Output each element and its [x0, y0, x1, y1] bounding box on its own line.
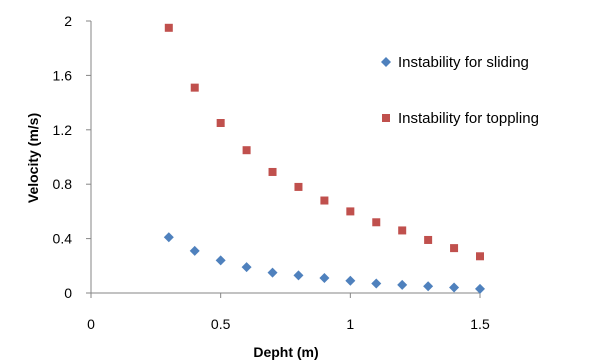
sliding-data-point — [319, 273, 330, 284]
x-tick-label: 0 — [87, 316, 95, 332]
legend: Instability for sliding Instability for t… — [381, 54, 539, 127]
legend-diamond-marker — [381, 57, 391, 67]
toppling-data-point — [320, 196, 329, 205]
toppling-data-point — [346, 207, 355, 216]
sliding-data-point — [371, 278, 382, 289]
toppling-data-point — [294, 182, 303, 191]
toppling-data-point — [268, 167, 277, 176]
legend-label: Instability for sliding — [398, 54, 529, 71]
y-axis-title: Velocity (m/s) — [25, 113, 41, 203]
series-toppling — [164, 23, 484, 261]
toppling-data-point — [424, 235, 433, 244]
y-tick-label: 1.2 — [53, 122, 73, 138]
sliding-data-point — [423, 281, 434, 292]
toppling-data-point — [476, 252, 484, 261]
y-tick-label: 0.8 — [53, 176, 73, 192]
legend-square-marker — [382, 114, 390, 122]
sliding-data-point — [215, 255, 226, 266]
x-axis-title: Depht (m) — [253, 344, 318, 360]
series-sliding — [163, 232, 485, 294]
x-tick-label: 1 — [346, 316, 354, 332]
chart-axes — [90, 21, 480, 294]
x-tick-label: 1.5 — [470, 316, 490, 332]
sliding-data-point — [293, 270, 304, 281]
x-axis-ticks: 0 0.5 1 1.5 — [87, 293, 490, 332]
x-tick-label: 0.5 — [211, 316, 231, 332]
sliding-data-point — [163, 232, 174, 243]
toppling-data-point — [398, 226, 407, 235]
sliding-data-point — [475, 283, 485, 294]
data-points — [163, 23, 485, 294]
toppling-data-point — [372, 218, 381, 227]
toppling-data-point — [190, 83, 199, 92]
y-tick-label: 0 — [64, 285, 72, 301]
sliding-data-point — [397, 279, 408, 290]
toppling-data-point — [450, 244, 459, 253]
legend-label: Instability for toppling — [398, 110, 539, 127]
y-axis-ticks: 0 0.4 0.8 1.2 1.6 2 — [53, 13, 91, 301]
sliding-data-point — [267, 267, 278, 278]
toppling-data-point — [242, 146, 251, 155]
sliding-data-point — [345, 275, 356, 286]
y-tick-label: 2 — [64, 13, 72, 29]
sliding-data-point — [241, 262, 252, 273]
toppling-data-point — [216, 119, 225, 127]
y-tick-label: 1.6 — [53, 67, 73, 83]
toppling-data-point — [164, 23, 173, 32]
sliding-data-point — [189, 245, 200, 256]
y-tick-label: 0.4 — [53, 231, 73, 247]
sliding-data-point — [449, 282, 460, 293]
